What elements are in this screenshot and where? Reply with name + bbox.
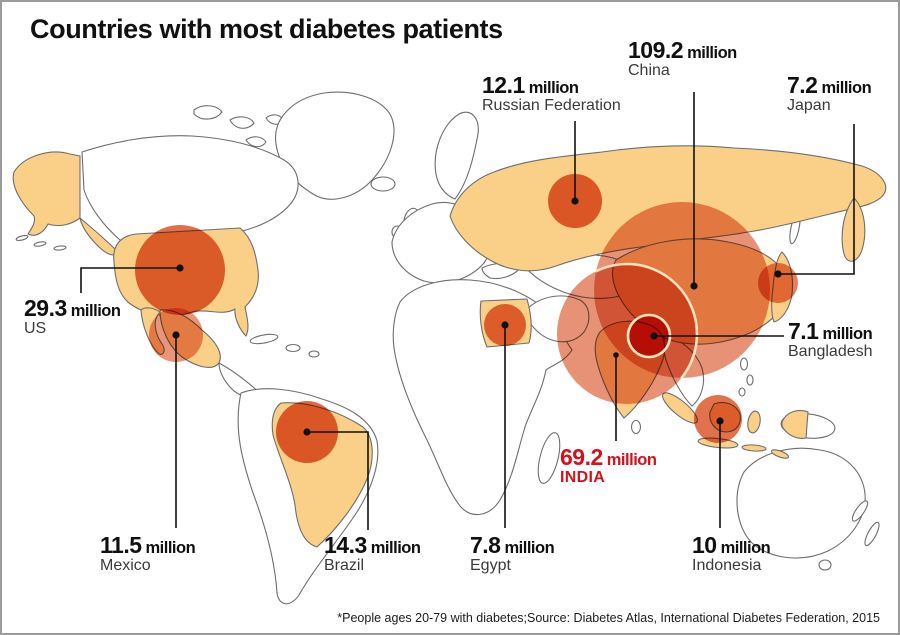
label-us-value: 29.3 million — [24, 295, 121, 321]
label-india-value: 69.2 million — [560, 444, 657, 470]
label-indonesia-country: Indonesia — [692, 557, 762, 575]
leader-japan — [778, 124, 855, 275]
landmass-oceania — [736, 447, 880, 571]
dot-india — [613, 352, 619, 358]
label-mexico-value: 11.5 million — [100, 532, 196, 558]
bubble-japan — [758, 263, 798, 303]
label-india: 69.2 million INDIA — [560, 444, 657, 487]
label-china-country: China — [628, 62, 670, 80]
label-japan: 7.2 million Japan — [787, 72, 872, 115]
source-footnote: *People ages 20-79 with diabetes;Source:… — [337, 611, 880, 625]
label-mexico: 11.5 million Mexico — [100, 532, 196, 575]
label-egypt-country: Egypt — [470, 557, 511, 575]
label-india-country: INDIA — [560, 469, 606, 487]
label-russia-value: 12.1 million — [482, 72, 579, 98]
label-brazil-value: 14.3 million — [324, 532, 421, 558]
dot-mexico — [172, 331, 180, 339]
dot-us — [176, 264, 184, 272]
label-indonesia: 10 million Indonesia — [692, 532, 771, 575]
label-indonesia-value: 10 million — [692, 532, 771, 558]
label-mexico-country: Mexico — [100, 557, 151, 575]
label-russia-country: Russian Federation — [482, 97, 621, 115]
chart-title: Countries with most diabetes patients — [30, 14, 503, 44]
label-brazil: 14.3 million Brazil — [324, 532, 421, 575]
dot-bangladesh — [650, 332, 658, 340]
label-brazil-country: Brazil — [324, 557, 365, 575]
leader-brazil — [307, 431, 369, 530]
leader-us — [80, 267, 180, 293]
label-china-value: 109.2 million — [628, 37, 737, 63]
label-egypt-value: 7.8 million — [470, 532, 555, 558]
label-japan-value: 7.2 million — [787, 72, 872, 98]
country-alaska-us — [12, 151, 119, 256]
label-bangladesh-country: Bangladesh — [788, 343, 873, 361]
dot-egypt — [501, 321, 509, 329]
dot-china — [690, 282, 698, 290]
dot-brazil — [303, 428, 311, 436]
label-us-country: US — [24, 320, 47, 338]
dot-japan — [774, 270, 782, 278]
landmass-north-america — [15, 135, 320, 400]
label-russia: 12.1 million Russian Federation — [482, 73, 621, 115]
label-us: 29.3 million US — [24, 295, 121, 338]
dot-indonesia — [716, 417, 724, 425]
label-egypt: 7.8 million Egypt — [470, 532, 555, 575]
label-china: 109.2 million China — [628, 38, 737, 80]
landmass-greenland — [275, 91, 396, 200]
leader-lines — [80, 92, 855, 530]
label-bangladesh: 7.1 million Bangladesh — [788, 319, 873, 361]
bubble-bangladesh — [628, 315, 670, 357]
label-japan-country: Japan — [787, 97, 831, 115]
dot-russia — [571, 197, 579, 205]
label-bangladesh-value: 7.1 million — [788, 318, 873, 344]
india-bubble-ring — [594, 262, 699, 378]
